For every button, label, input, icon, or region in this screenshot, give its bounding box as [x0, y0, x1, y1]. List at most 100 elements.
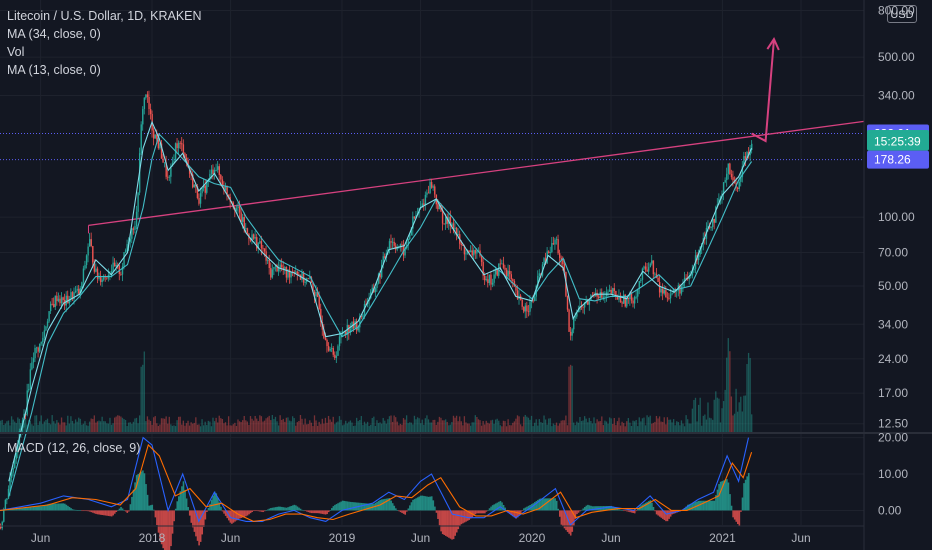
projection-arrow-head[interactable] — [766, 36, 780, 51]
candle-body — [421, 203, 423, 208]
macd-histogram-bar — [163, 510, 166, 550]
candle-body — [504, 267, 506, 270]
candle-body — [156, 134, 158, 140]
candle-body — [507, 270, 509, 277]
macd-histogram-bar — [629, 510, 631, 513]
candle-body — [644, 266, 647, 270]
volume-bar — [187, 420, 189, 432]
volume-bar — [129, 422, 131, 432]
macd-histogram-bar — [712, 500, 714, 511]
candle-body — [669, 294, 672, 299]
macd-histogram-bar — [296, 506, 299, 511]
volume-bar — [188, 425, 191, 432]
macd-histogram-bar — [345, 501, 347, 511]
candle-body — [60, 297, 63, 304]
price-badge-label[interactable]: 178.26 — [874, 153, 911, 167]
macd-histogram-bar — [466, 510, 469, 521]
macd-histogram-bar — [231, 510, 233, 524]
macd-histogram-bar — [494, 503, 497, 511]
volume-bar — [404, 419, 406, 432]
macd-histogram-bar — [198, 510, 200, 546]
volume-bar — [583, 416, 586, 432]
volume-bar — [323, 423, 325, 432]
volume-bar — [665, 424, 667, 432]
macd-histogram-bar — [655, 510, 658, 515]
macd-histogram-bar — [135, 475, 138, 511]
price-badge[interactable] — [867, 132, 929, 151]
macd-histogram-bar — [737, 510, 739, 525]
volume-bar — [70, 416, 72, 432]
volume-bar — [73, 423, 75, 432]
volume-bar — [485, 420, 487, 432]
candle-body — [299, 274, 302, 280]
candle-body — [633, 296, 636, 304]
indicator-vol[interactable]: Vol — [7, 45, 25, 59]
macd-histogram-bar — [123, 509, 125, 511]
projection-arrow[interactable] — [751, 38, 775, 143]
candle-body — [121, 266, 124, 275]
candle-body — [7, 488, 10, 499]
volume-bar — [493, 423, 495, 432]
macd-histogram-bar — [534, 502, 536, 511]
volume-bar — [702, 415, 704, 432]
volume-bar — [466, 423, 469, 432]
macd-histogram-bar — [744, 479, 747, 511]
macd-histogram-bar — [405, 510, 408, 512]
currency-button[interactable]: USD — [887, 5, 917, 23]
trendline-group[interactable] — [87, 120, 865, 234]
candle-body — [246, 228, 249, 234]
volume-bar — [451, 421, 453, 432]
candle-body — [146, 94, 149, 98]
macd-histogram-bar — [46, 504, 49, 511]
macd-histogram-bar — [285, 507, 288, 511]
macd-histogram-bar — [729, 494, 731, 511]
macd-histogram-bar — [715, 495, 717, 511]
horizontal-levels — [0, 132, 864, 161]
candle-body — [120, 273, 122, 275]
macd-histogram-bar — [560, 510, 563, 525]
volume-bar — [85, 425, 88, 432]
candle-body — [691, 270, 694, 276]
candle-body — [206, 180, 208, 193]
macd-legend[interactable]: MACD (12, 26, close, 9) — [7, 441, 141, 455]
symbol-title[interactable]: Litecoin / U.S. Dollar, 1D, KRAKEN — [7, 9, 202, 23]
candle-body — [53, 304, 55, 308]
candle-body — [274, 265, 277, 267]
macd-histogram-bar — [641, 504, 644, 511]
macd-histogram-bar — [566, 510, 569, 532]
volume-bar — [624, 426, 626, 432]
macd-histogram-bar — [103, 510, 105, 516]
macd-histogram-bar — [435, 510, 438, 513]
volume-bar — [87, 425, 89, 432]
projection-arrow-group[interactable] — [751, 36, 780, 143]
macd-histogram-bar — [212, 495, 214, 511]
volume-bar — [602, 425, 605, 432]
candle-body — [62, 297, 64, 301]
candle-body — [345, 331, 347, 335]
indicator-ma13[interactable]: MA (13, close, 0) — [7, 63, 101, 77]
volume-bar — [713, 399, 715, 432]
candle-body — [323, 329, 325, 338]
candle-body — [505, 269, 508, 277]
indicator-ma34[interactable]: MA (34, close, 0) — [7, 27, 101, 41]
macd-histogram-bar — [608, 505, 611, 511]
trendline[interactable] — [88, 120, 865, 227]
volume-bar — [93, 415, 95, 432]
volume-bar — [128, 422, 130, 432]
macd-histogram-bar — [134, 482, 136, 511]
candle-body — [34, 347, 36, 359]
candle-body — [744, 156, 747, 159]
price-badge-label[interactable]: 15:25:39 — [874, 135, 921, 149]
volume-bar — [655, 415, 658, 432]
volume-bar — [585, 418, 587, 432]
macd-histogram-bar — [32, 507, 35, 511]
volume-bar — [732, 415, 734, 432]
macd-histogram-bar — [438, 510, 441, 526]
volume-bar — [262, 421, 264, 432]
macd-histogram-bar — [393, 505, 396, 511]
macd-histogram-bar — [516, 510, 519, 518]
price-badge[interactable] — [867, 150, 929, 169]
macd-histogram-bar — [491, 505, 494, 511]
